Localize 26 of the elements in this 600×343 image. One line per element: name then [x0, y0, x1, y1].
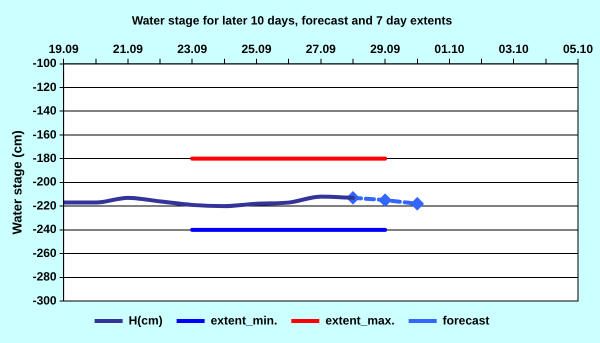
legend-label: H(cm) — [128, 313, 163, 328]
y-tick-label: -260 — [32, 246, 57, 260]
y-tick-label: -200 — [32, 174, 57, 189]
x-tick-label: 19.09 — [48, 42, 79, 56]
x-tick-label: 27.09 — [306, 42, 336, 56]
y-tick-label: -240 — [32, 222, 57, 236]
x-tick-label: 25.09 — [241, 42, 272, 56]
legend-label: forecast — [442, 313, 490, 328]
y-tick-label: -220 — [32, 198, 57, 212]
y-tick-label: -140 — [32, 104, 57, 118]
y-axis-title: Water stage (cm) — [9, 130, 24, 235]
x-tick-label: 29.09 — [370, 42, 400, 56]
chart-title: Water stage for later 10 days, forecast and 7 day extents — [132, 14, 452, 28]
y-tick-label: -120 — [32, 80, 57, 94]
y-tick-label: -280 — [32, 270, 57, 284]
x-tick-label: 03.10 — [498, 42, 530, 56]
x-tick-label: 21.09 — [112, 42, 144, 56]
x-tick-label: 05.10 — [562, 42, 594, 56]
y-tick-label: -180 — [32, 150, 57, 165]
legend-label: extent_max. — [325, 313, 395, 328]
y-tick-label: -300 — [32, 293, 57, 308]
legend-label: extent_min. — [210, 313, 278, 328]
y-tick-label: -160 — [32, 127, 57, 142]
x-tick-label: 23.09 — [177, 42, 208, 56]
x-tick-label: 01.10 — [434, 42, 465, 56]
y-tick-label: -100 — [32, 56, 57, 70]
